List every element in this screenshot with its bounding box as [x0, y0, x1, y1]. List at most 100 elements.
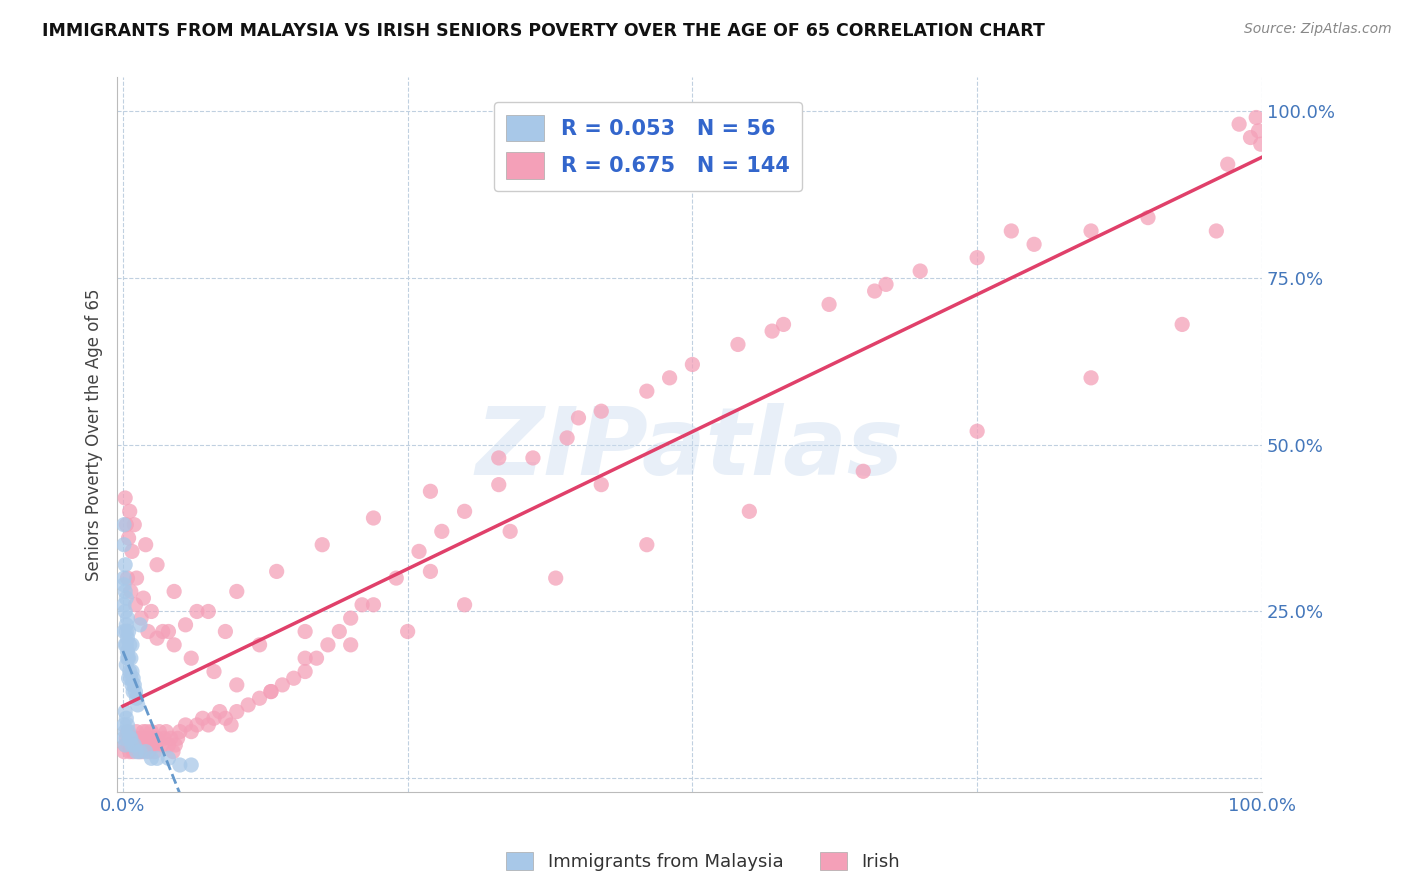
Point	[294, 665, 316, 679]
Point	[157, 738, 180, 752]
Point	[120, 651, 142, 665]
Point	[117, 644, 139, 658]
Point	[966, 424, 988, 438]
Point	[249, 691, 271, 706]
Point	[124, 738, 146, 752]
Point	[118, 665, 141, 679]
Point	[114, 491, 136, 505]
Point	[117, 651, 139, 665]
Point	[852, 464, 875, 478]
Point	[169, 724, 191, 739]
Point	[121, 678, 143, 692]
Point	[875, 277, 897, 292]
Point	[159, 731, 181, 746]
Point	[260, 684, 283, 698]
Point	[146, 731, 169, 746]
Point	[186, 718, 208, 732]
Point	[125, 724, 148, 739]
Point	[112, 624, 135, 639]
Point	[121, 638, 143, 652]
Point	[499, 524, 522, 539]
Point	[135, 724, 157, 739]
Point	[118, 745, 141, 759]
Point	[174, 617, 197, 632]
Point	[131, 745, 153, 759]
Point	[135, 538, 157, 552]
Point	[219, 718, 242, 732]
Point	[125, 691, 148, 706]
Point	[1080, 224, 1102, 238]
Point	[132, 591, 155, 606]
Text: ZIPatlas: ZIPatlas	[475, 403, 904, 495]
Point	[197, 604, 219, 618]
Point	[249, 638, 271, 652]
Point	[112, 598, 135, 612]
Point	[145, 738, 167, 752]
Point	[128, 745, 150, 759]
Point	[166, 731, 188, 746]
Point	[122, 745, 145, 759]
Point	[352, 598, 374, 612]
Point	[117, 651, 139, 665]
Point	[115, 731, 138, 746]
Point	[163, 584, 186, 599]
Point	[134, 738, 156, 752]
Point	[1205, 224, 1227, 238]
Point	[117, 724, 139, 739]
Point	[283, 671, 305, 685]
Point	[153, 731, 176, 746]
Point	[129, 738, 152, 752]
Point	[141, 724, 163, 739]
Point	[191, 711, 214, 725]
Point	[165, 738, 187, 752]
Text: Source: ZipAtlas.com: Source: ZipAtlas.com	[1244, 22, 1392, 37]
Point	[117, 624, 139, 639]
Point	[120, 738, 142, 752]
Point	[772, 318, 794, 332]
Point	[129, 731, 152, 746]
Point	[132, 724, 155, 739]
Point	[148, 724, 170, 739]
Point	[363, 511, 385, 525]
Point	[162, 745, 184, 759]
Point	[157, 751, 180, 765]
Point	[522, 450, 544, 465]
Point	[121, 738, 143, 752]
Point	[121, 665, 143, 679]
Point	[453, 598, 475, 612]
Point	[186, 604, 208, 618]
Point	[115, 517, 138, 532]
Text: IMMIGRANTS FROM MALAYSIA VS IRISH SENIORS POVERTY OVER THE AGE OF 65 CORRELATION: IMMIGRANTS FROM MALAYSIA VS IRISH SENIOR…	[42, 22, 1045, 40]
Point	[174, 718, 197, 732]
Point	[112, 731, 135, 746]
Point	[155, 724, 177, 739]
Point	[567, 410, 589, 425]
Point	[124, 678, 146, 692]
Point	[202, 665, 225, 679]
Point	[127, 738, 149, 752]
Point	[658, 371, 681, 385]
Point	[114, 705, 136, 719]
Point	[214, 624, 236, 639]
Point	[118, 731, 141, 746]
Point	[114, 738, 136, 752]
Point	[544, 571, 567, 585]
Point	[114, 604, 136, 618]
Point	[238, 698, 260, 712]
Point	[114, 724, 136, 739]
Point	[125, 571, 148, 585]
Point	[114, 584, 136, 599]
Point	[117, 724, 139, 739]
Point	[363, 598, 385, 612]
Point	[115, 617, 138, 632]
Point	[453, 504, 475, 518]
Point	[117, 671, 139, 685]
Point	[150, 738, 173, 752]
Point	[115, 657, 138, 672]
Point	[142, 731, 165, 746]
Point	[122, 671, 145, 685]
Point	[138, 745, 160, 759]
Point	[339, 611, 361, 625]
Point	[430, 524, 453, 539]
Point	[115, 624, 138, 639]
